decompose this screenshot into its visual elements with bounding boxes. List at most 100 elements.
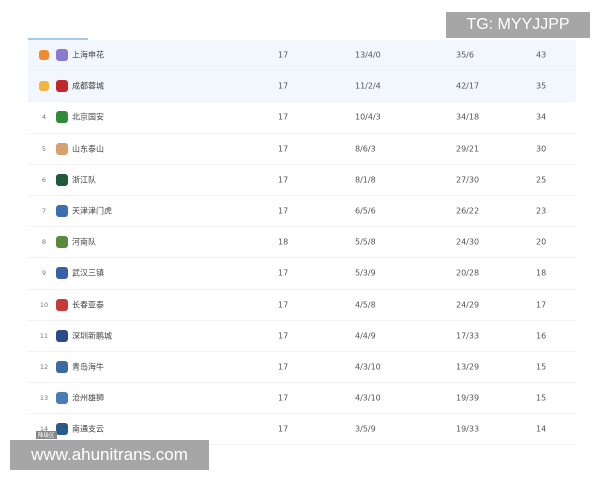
- goals-for-against: 20/28: [456, 268, 480, 278]
- team-name[interactable]: 长春亚泰: [72, 300, 104, 310]
- table-row[interactable]: 8 河南队 18 5/5/8 24/30 20: [28, 227, 576, 259]
- win-draw-loss: 4/3/10: [355, 362, 381, 372]
- rank: 5: [41, 144, 47, 153]
- win-draw-loss: 4/5/8: [355, 300, 376, 310]
- matches-played: 17: [278, 393, 289, 403]
- team-logo-icon: [56, 329, 68, 342]
- points: 25: [536, 175, 547, 185]
- table-row[interactable]: 9 武汉三镇 17 5/3/9 20/28 18: [28, 258, 576, 290]
- goals-for-against: 27/30: [456, 175, 480, 185]
- team-name[interactable]: 成都蓉城: [72, 81, 104, 91]
- goals-for-against: 24/30: [456, 237, 480, 247]
- rank: 8: [41, 238, 47, 247]
- win-draw-loss: 5/5/8: [355, 237, 376, 247]
- team-logo-icon: [56, 173, 68, 186]
- points: 15: [536, 362, 547, 372]
- goals-for-against: 19/33: [456, 424, 480, 434]
- team-name[interactable]: 上海申花: [72, 50, 104, 60]
- team-logo-icon: [56, 80, 68, 93]
- win-draw-loss: 11/2/4: [355, 81, 381, 91]
- rank-badge: 3: [39, 81, 49, 92]
- watermark-bottom: www.ahunitrans.com: [10, 440, 209, 470]
- goals-for-against: 24/29: [456, 300, 480, 310]
- matches-played: 17: [278, 81, 289, 91]
- team-name[interactable]: 深圳新鹏城: [72, 331, 112, 341]
- win-draw-loss: 8/1/8: [355, 175, 376, 185]
- win-draw-loss: 8/6/3: [355, 144, 376, 154]
- team-logo-icon: [56, 205, 68, 218]
- team-name[interactable]: 浙江队: [72, 175, 96, 185]
- points: 43: [536, 50, 547, 60]
- table-row[interactable]: 3 成都蓉城 17 11/2/4 42/17 35: [28, 71, 576, 103]
- goals-for-against: 17/33: [456, 331, 480, 341]
- table-row[interactable]: 14 南通支云 17 3/5/9 19/33 14: [28, 414, 576, 446]
- team-logo-icon: [56, 142, 68, 155]
- points: 34: [536, 112, 547, 122]
- points: 14: [536, 424, 547, 434]
- win-draw-loss: 3/5/9: [355, 424, 376, 434]
- rank: 11: [39, 331, 49, 340]
- points: 23: [536, 206, 547, 216]
- matches-played: 17: [278, 268, 289, 278]
- rank: 9: [41, 269, 47, 278]
- team-name[interactable]: 武汉三镇: [72, 268, 104, 278]
- matches-played: 17: [278, 50, 289, 60]
- team-logo-icon: [56, 423, 68, 436]
- win-draw-loss: 4/3/10: [355, 393, 381, 403]
- goals-for-against: 42/17: [456, 81, 480, 91]
- rank: 6: [41, 175, 47, 184]
- points: 30: [536, 144, 547, 154]
- matches-played: 17: [278, 331, 289, 341]
- rank: 14: [39, 425, 49, 434]
- team-name[interactable]: 天津津门虎: [72, 206, 112, 216]
- goals-for-against: 26/22: [456, 206, 480, 216]
- team-name[interactable]: 北京国安: [72, 112, 104, 122]
- win-draw-loss: 4/4/9: [355, 331, 376, 341]
- win-draw-loss: 13/4/0: [355, 50, 381, 60]
- rank-badge: 2: [39, 50, 49, 61]
- matches-played: 17: [278, 112, 289, 122]
- rank: 10: [39, 300, 49, 309]
- team-name[interactable]: 山东泰山: [72, 144, 104, 154]
- win-draw-loss: 6/5/6: [355, 206, 376, 216]
- matches-played: 17: [278, 362, 289, 372]
- rank: 13: [39, 394, 49, 403]
- win-draw-loss: 10/4/3: [355, 112, 381, 122]
- points: 16: [536, 331, 547, 341]
- matches-played: 17: [278, 424, 289, 434]
- table-row[interactable]: 7 天津津门虎 17 6/5/6 26/22 23: [28, 196, 576, 228]
- team-logo-icon: [56, 392, 68, 405]
- table-row[interactable]: 5 山东泰山 17 8/6/3 29/21 30: [28, 134, 576, 165]
- team-logo-icon: [56, 267, 68, 280]
- team-logo-icon: [56, 49, 68, 62]
- points: 35: [536, 81, 547, 91]
- team-logo-icon: [56, 298, 68, 311]
- rank: 4: [41, 113, 47, 122]
- table-row[interactable]: 12 青岛海牛 17 4/3/10 13/29 15: [28, 352, 576, 384]
- matches-played: 17: [278, 206, 289, 216]
- team-name[interactable]: 沧州雄狮: [72, 393, 104, 403]
- goals-for-against: 19/39: [456, 393, 480, 403]
- team-name[interactable]: 河南队: [72, 237, 96, 247]
- table-row[interactable]: 13 沧州雄狮 17 4/3/10 19/39 15: [28, 383, 576, 415]
- team-name[interactable]: 青岛海牛: [72, 362, 104, 372]
- table-row[interactable]: 10 长春亚泰 17 4/5/8 24/29 17: [28, 290, 576, 321]
- table-row[interactable]: 4 北京国安 17 10/4/3 34/18 34: [28, 102, 576, 134]
- matches-played: 17: [278, 175, 289, 185]
- win-draw-loss: 5/3/9: [355, 268, 376, 278]
- table-row[interactable]: 6 浙江队 17 8/1/8 27/30 25: [28, 165, 576, 196]
- table-row[interactable]: 11 深圳新鹏城 17 4/4/9 17/33 16: [28, 321, 576, 352]
- matches-played: 17: [278, 300, 289, 310]
- team-logo-icon: [56, 236, 68, 249]
- table-row[interactable]: 2 上海申花 17 13/4/0 35/6 43: [28, 40, 576, 72]
- goals-for-against: 13/29: [456, 362, 480, 372]
- points: 15: [536, 393, 547, 403]
- team-name[interactable]: 南通支云: [72, 424, 104, 434]
- team-logo-icon: [56, 111, 68, 124]
- matches-played: 17: [278, 144, 289, 154]
- team-logo-icon: [56, 360, 68, 373]
- header-edge: [28, 38, 88, 41]
- matches-played: 18: [278, 237, 289, 247]
- points: 17: [536, 300, 547, 310]
- standings-table: 2 上海申花 17 13/4/0 35/6 43 3 成都蓉城 17 11/2/4 42/17 35 4…: [28, 40, 576, 446]
